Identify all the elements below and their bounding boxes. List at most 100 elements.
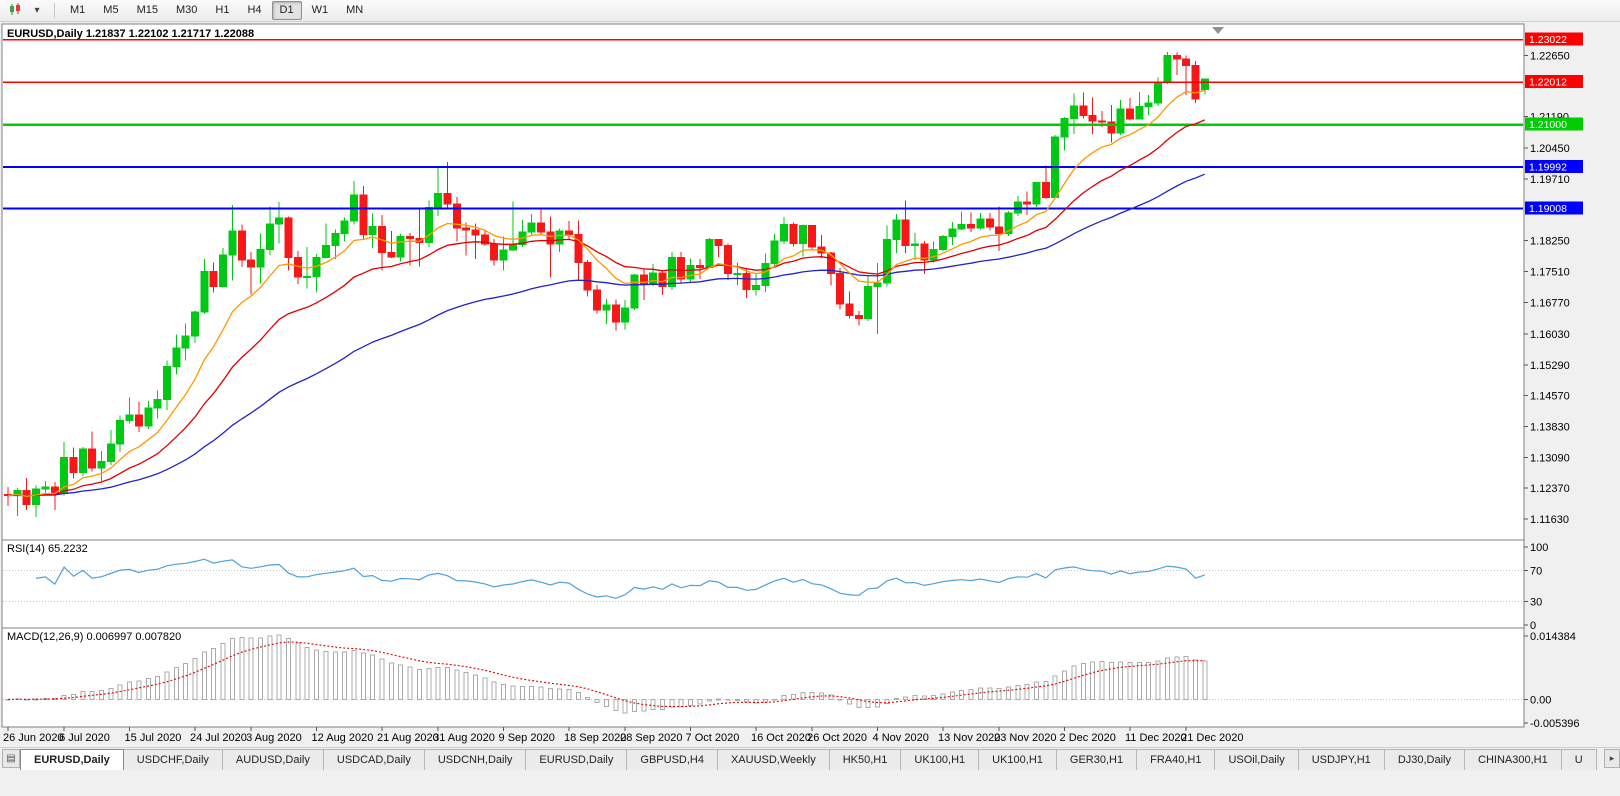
svg-text:7 Oct 2020: 7 Oct 2020 [686, 732, 740, 744]
svg-text:28 Sep 2020: 28 Sep 2020 [620, 732, 682, 744]
moving-average-21[interactable] [7, 119, 1206, 497]
svg-text:-0.005396: -0.005396 [1530, 718, 1580, 730]
svg-text:21 Aug 2020: 21 Aug 2020 [377, 732, 439, 744]
svg-text:9 Sep 2020: 9 Sep 2020 [499, 732, 555, 744]
chart-window: 1.226501.211901.204501.197101.182501.175… [0, 22, 1620, 746]
timeframe-button-h4[interactable]: H4 [247, 4, 262, 16]
svg-text:1.16770: 1.16770 [1530, 298, 1570, 310]
price-tag-1.21000 [1525, 117, 1583, 131]
svg-text:30: 30 [1530, 597, 1542, 609]
chart-tab-ger30-h1[interactable]: GER30,H1 [1056, 749, 1138, 770]
svg-text:6 Jul 2020: 6 Jul 2020 [59, 732, 110, 744]
timeframe-button-h1[interactable]: H1 [215, 4, 230, 16]
svg-text:1.19992: 1.19992 [1529, 162, 1567, 174]
svg-text:1.22650: 1.22650 [1530, 50, 1570, 62]
macd-panel[interactable] [1, 627, 1525, 728]
svg-text:1.21000: 1.21000 [1529, 119, 1567, 131]
chart-tab-china300-h1[interactable]: CHINA300,H1 [1465, 749, 1562, 770]
svg-text:18 Sep 2020: 18 Sep 2020 [564, 732, 626, 744]
svg-text:1.14570: 1.14570 [1530, 390, 1570, 402]
svg-text:1.13830: 1.13830 [1530, 421, 1570, 433]
svg-text:31 Aug 2020: 31 Aug 2020 [433, 732, 495, 744]
svg-text:1.15290: 1.15290 [1530, 360, 1570, 372]
svg-text:70: 70 [1530, 565, 1542, 577]
chart-tab-usoil-daily[interactable]: USOil,Daily [1215, 749, 1299, 770]
chart-tab-uk100-h1[interactable]: UK100,H1 [979, 749, 1057, 770]
price-axis[interactable]: 1.226501.211901.204501.197101.182501.175… [1524, 32, 1583, 730]
timeframe-button-m1[interactable]: M1 [70, 4, 86, 16]
svg-text:1.12370: 1.12370 [1530, 483, 1570, 495]
chart-type-button[interactable] [5, 1, 25, 21]
chart-tab-xauusd-weekly[interactable]: XAUUSD,Weekly [717, 749, 830, 770]
chart-tab-usdcnh-daily[interactable]: USDCNH,Daily [424, 749, 527, 770]
svg-text:0: 0 [1530, 620, 1536, 632]
svg-text:1.19008: 1.19008 [1529, 203, 1567, 215]
macd-indicator-label: MACD(12,26,9) 0.006997 0.007820 [7, 631, 182, 643]
svg-text:21 Dec 2020: 21 Dec 2020 [1181, 732, 1243, 744]
chart-tab-usdcad-daily[interactable]: USDCAD,Daily [323, 749, 425, 770]
rsi-line [35, 558, 1205, 599]
svg-text:100: 100 [1530, 542, 1548, 554]
candlestick-chart-icon [8, 2, 23, 19]
chevron-down-icon: ▾ [34, 5, 40, 16]
timeframe-button-w1[interactable]: W1 [311, 4, 329, 16]
chart-tabs-bar: ▤ EURUSD,Daily USDCHF,Daily AUDUSD,Daily US… [0, 747, 1620, 771]
timeframe-button-d1[interactable]: D1 [271, 1, 302, 20]
chart-tabs: EURUSD,Daily USDCHF,Daily AUDUSD,Daily USDC… [20, 749, 1604, 770]
price-tag-1.19992 [1525, 160, 1583, 174]
chart-tab-audusd-daily[interactable]: AUDUSD,Daily [222, 749, 324, 770]
svg-text:1.19710: 1.19710 [1530, 174, 1570, 186]
svg-text:4 Nov 2020: 4 Nov 2020 [873, 732, 929, 744]
chart-tab-uk100-h1[interactable]: UK100,H1 [901, 749, 980, 770]
price-chart[interactable]: 1.226501.211901.204501.197101.182501.175… [0, 22, 1620, 746]
tabs-scroll-right-button[interactable]: ▸ [1604, 749, 1620, 768]
price-tag-1.19008 [1525, 201, 1583, 215]
rsi-indicator-label: RSI(14) 65.2232 [7, 543, 88, 555]
svg-text:13 Nov 2020: 13 Nov 2020 [938, 732, 1000, 744]
svg-text:24 Jul 2020: 24 Jul 2020 [190, 732, 247, 744]
svg-text:1.20450: 1.20450 [1530, 143, 1570, 155]
svg-text:0.00: 0.00 [1530, 694, 1551, 706]
chart-tab-dj30-daily[interactable]: DJ30,Daily [1384, 749, 1465, 770]
chart-tab-u[interactable]: U [1561, 749, 1597, 770]
chart-tab-fra40-h1[interactable]: FRA40,H1 [1137, 749, 1216, 770]
svg-text:26 Oct 2020: 26 Oct 2020 [807, 732, 867, 744]
svg-text:26 Jun 2020: 26 Jun 2020 [3, 732, 64, 744]
chart-tab-usdjpy-h1[interactable]: USDJPY,H1 [1298, 749, 1385, 770]
moving-average-10[interactable] [7, 89, 1205, 497]
svg-text:11 Dec 2020: 11 Dec 2020 [1125, 732, 1187, 744]
chart-tab-hk50-h1[interactable]: HK50,H1 [829, 749, 902, 770]
svg-text:1.17510: 1.17510 [1530, 267, 1570, 279]
toolbar-separator [54, 3, 55, 18]
chart-tab-eurusd-daily[interactable]: EURUSD,Daily [526, 749, 628, 770]
timeframe-button-m15[interactable]: M15 [136, 4, 158, 16]
macd-histogram [5, 634, 1208, 714]
chart-tab-gbpusd-h4[interactable]: GBPUSD,H4 [627, 749, 718, 770]
chart-tab-eurusd-daily[interactable]: EURUSD,Daily [20, 749, 124, 770]
svg-text:1.23022: 1.23022 [1529, 34, 1567, 46]
svg-text:15 Jul 2020: 15 Jul 2020 [125, 732, 182, 744]
svg-text:1.11630: 1.11630 [1530, 514, 1569, 526]
timeframe-button-m30[interactable]: M30 [175, 4, 198, 16]
tab-list-icon[interactable]: ▤ [2, 749, 20, 768]
moving-average-50[interactable] [7, 173, 1206, 497]
svg-text:3 Aug 2020: 3 Aug 2020 [246, 732, 302, 744]
macd-signal-line [7, 641, 1205, 708]
chart-title: EURUSD,Daily 1.21837 1.22102 1.21717 1.2… [7, 28, 255, 40]
rsi-panel[interactable] [1, 539, 1525, 629]
chart-shift-marker[interactable] [1212, 27, 1224, 34]
timeframe-button-mn[interactable]: MN [346, 4, 364, 16]
svg-text:2 Dec 2020: 2 Dec 2020 [1060, 732, 1116, 744]
svg-text:0.014384: 0.014384 [1530, 631, 1576, 643]
svg-text:1.16030: 1.16030 [1530, 329, 1570, 341]
svg-text:23 Nov 2020: 23 Nov 2020 [994, 732, 1056, 744]
timeframe-button-m5[interactable]: M5 [103, 4, 119, 16]
chart-tab-usdchf-daily[interactable]: USDCHF,Daily [123, 749, 223, 770]
svg-text:16 Oct 2020: 16 Oct 2020 [751, 732, 811, 744]
chart-type-dropdown[interactable]: ▾ [27, 1, 47, 21]
svg-text:1.13090: 1.13090 [1530, 453, 1570, 465]
svg-text:1.18250: 1.18250 [1530, 235, 1570, 247]
svg-text:1.22012: 1.22012 [1529, 77, 1567, 89]
price-tag-1.23022 [1525, 32, 1583, 46]
